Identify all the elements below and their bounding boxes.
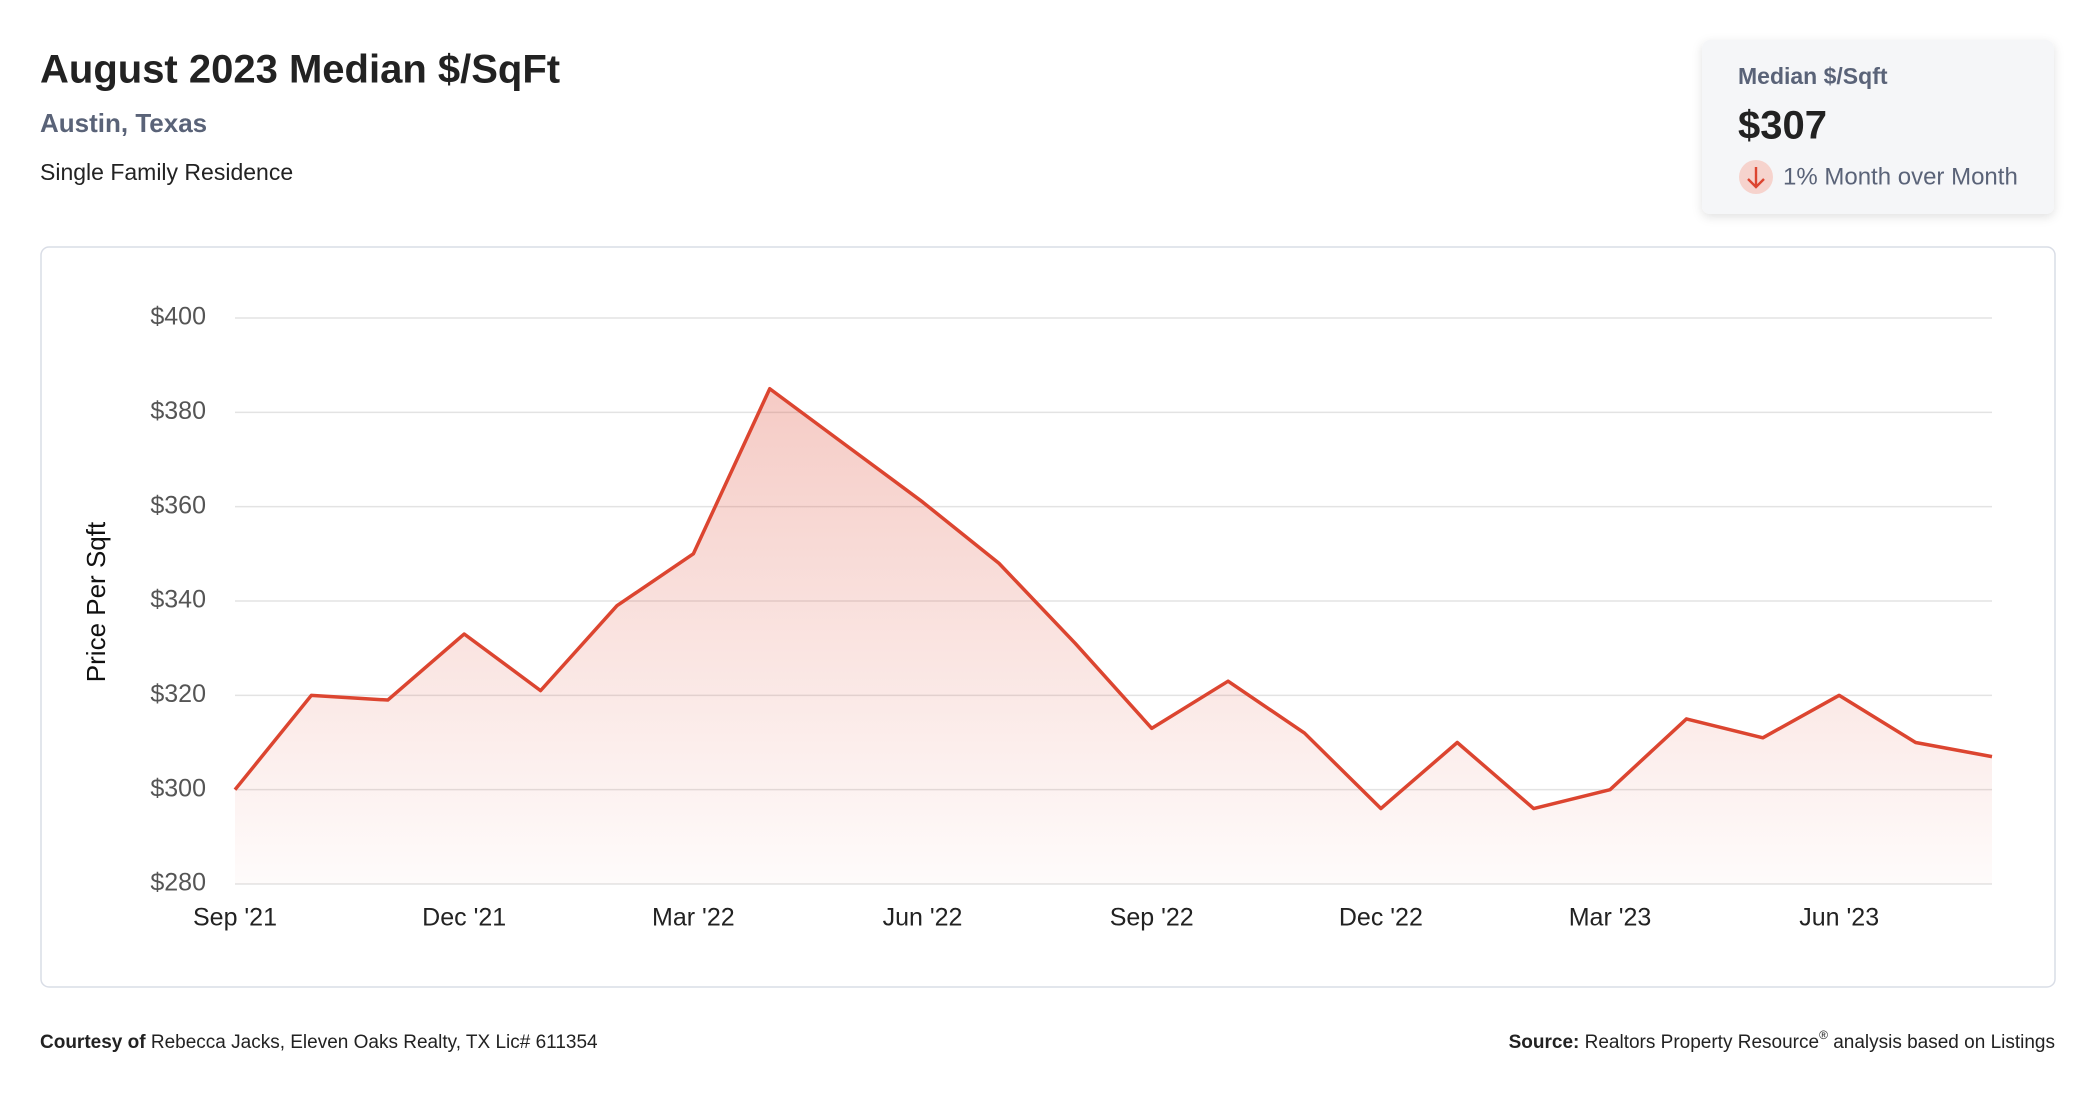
plot: $280 $300 $320 $340 $360 $380 $400 Sep '21 Dec '… bbox=[150, 303, 1993, 932]
property-type: Single Family Residence bbox=[40, 159, 293, 185]
source-label: Source: bbox=[1509, 1032, 1580, 1053]
location: Austin, Texas bbox=[40, 108, 207, 138]
x-tick-label: Dec '22 bbox=[1339, 904, 1423, 932]
line bbox=[233, 387, 1993, 811]
kpi-card bbox=[1702, 40, 2054, 214]
courtesy-text: Rebecca Jacks, Eleven Oaks Realty, TX Li… bbox=[151, 1032, 598, 1053]
source: Source: Realtors Property Resource® anal… bbox=[1509, 1028, 2055, 1053]
y-tick-label: $300 bbox=[150, 774, 206, 802]
y-tick-label: $320 bbox=[150, 680, 206, 708]
source-rest: analysis based on Listings bbox=[1833, 1032, 2055, 1053]
y-tick-label: $380 bbox=[150, 397, 206, 425]
x-tick-label: Sep '21 bbox=[193, 904, 277, 932]
x-tick-label: Mar '23 bbox=[1569, 904, 1652, 932]
y-tick-label: $360 bbox=[150, 491, 206, 519]
y-tick-label: $400 bbox=[150, 303, 206, 331]
kpi-label: Median $/Sqft bbox=[1738, 63, 1888, 89]
x-tick-label: Jun '22 bbox=[883, 904, 963, 932]
y-tick-label: $280 bbox=[150, 869, 206, 897]
x-tick-label: Sep '22 bbox=[1110, 904, 1194, 932]
source-text: Realtors Property Resource bbox=[1585, 1032, 1819, 1053]
courtesy-label: Courtesy of bbox=[40, 1032, 146, 1053]
courtesy: Courtesy of Rebecca Jacks, Eleven Oaks R… bbox=[40, 1032, 598, 1053]
y-axis-label: Price Per Sqft bbox=[81, 521, 111, 682]
kpi-change: 1% Month over Month bbox=[1783, 163, 2018, 190]
x-tick-label: Dec '21 bbox=[422, 904, 506, 932]
source-mark: ® bbox=[1819, 1028, 1828, 1042]
x-tick-label: Mar '22 bbox=[652, 904, 735, 932]
kpi-value: $307 bbox=[1738, 104, 1827, 148]
x-tick-label: Jun '23 bbox=[1799, 904, 1879, 932]
down-arrow bbox=[1747, 167, 1765, 189]
title: August 2023 Median $/SqFt bbox=[40, 48, 560, 92]
area bbox=[235, 388, 1992, 884]
y-tick-label: $340 bbox=[150, 586, 206, 614]
